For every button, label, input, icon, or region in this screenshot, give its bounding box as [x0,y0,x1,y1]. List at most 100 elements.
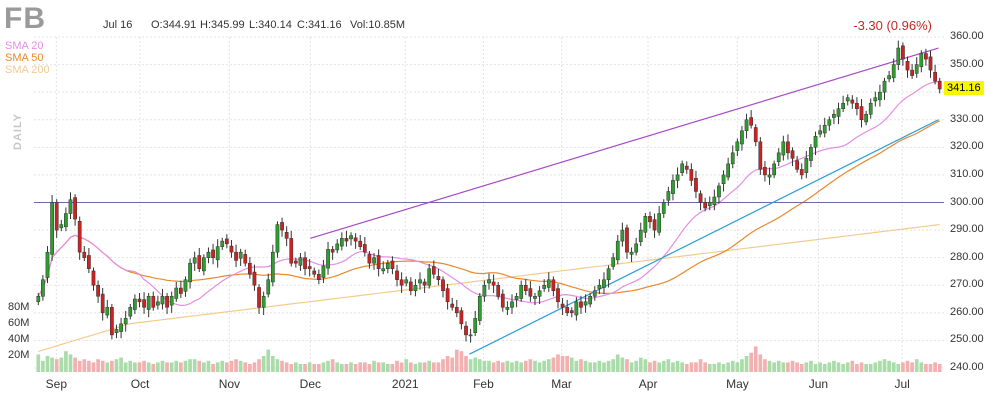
price-change: -3.30 (0.96%) [853,18,932,33]
volume-bar [707,364,712,372]
volume-bar [321,362,326,372]
volume-bar [36,354,41,372]
y-tick-label: 240.00 [950,361,984,373]
volume-bar [602,362,606,372]
x-tick-label: Nov [218,377,241,391]
volume-bar [280,360,284,372]
candle-body [192,257,197,264]
candle-body [372,257,376,264]
candle-body [82,251,87,258]
volume-bar [694,362,698,372]
x-tick-label: May [726,377,749,391]
x-tick-label: Jul [894,377,910,391]
candle-body [303,257,307,269]
volume-bar [96,359,100,372]
volume-bar [64,351,68,372]
candle-body [583,301,588,306]
volume-bar [924,364,928,372]
volume-bar [192,359,197,372]
upper-trendline [310,47,939,239]
candle-body [110,307,114,336]
candle-body [937,80,942,90]
volume-bar [385,364,390,372]
candle-body [864,113,868,123]
volume-bar [307,362,312,372]
candle-body [661,202,666,214]
candle-body [261,296,266,308]
legend-sma200: SMA 200 [5,64,50,76]
candle-body [473,318,478,333]
volume-bar [528,359,533,372]
candle-body [307,266,312,269]
candle-body [684,165,689,170]
volume-bar [431,362,436,372]
volume-bar [933,362,937,372]
candle-body [105,307,110,316]
candle-body [100,293,105,314]
candle-body [202,257,206,272]
candle-body [620,229,625,242]
volume-bar [257,359,261,372]
volume-bar [408,362,413,372]
y-tick-label: 310.00 [950,167,984,180]
volume-bar [271,356,275,372]
candle-body [680,163,685,173]
volume-bar [220,360,225,372]
candle-body [592,290,597,297]
candle-body [744,119,749,132]
candle-body [505,307,510,310]
candle-body [542,285,547,289]
volume-bar [523,360,528,372]
candle-body [238,251,243,259]
candle-body [726,163,731,178]
candle-body [326,249,330,269]
candle-body [165,296,169,308]
volume-bar [726,362,730,372]
volume-bar [473,357,478,372]
candle-body [827,119,832,126]
candle-body [247,262,252,275]
candle-body [772,163,776,176]
candle-body [625,227,629,253]
candle-body [344,238,349,242]
candle-body [431,266,436,275]
volume-bar [450,357,455,372]
volume-bar [928,364,933,372]
candle-body [266,279,271,295]
candle-body [556,288,560,303]
candle-body [50,202,54,255]
sma50-line [37,120,940,297]
candle-body [537,290,542,297]
candle-body [293,260,298,264]
volume-bar [776,360,781,372]
volume-bar [390,364,395,372]
volume-bar [294,362,298,372]
candle-body [68,199,73,214]
candle-body [468,334,473,337]
volume-bar [703,362,707,372]
candle-body [174,287,179,299]
volume-bar [698,359,703,372]
candle-body [339,238,344,247]
volume-bar [556,354,560,372]
volume-bar [620,357,625,372]
volume-bar [87,360,91,372]
volume-bar [588,362,593,372]
volume-bar [344,364,349,372]
volume-bar [772,362,776,372]
candle-body [220,240,225,247]
volume-bar [684,364,689,372]
candle-body [96,285,100,297]
volume-bar [464,356,468,372]
volume-bar [381,362,386,372]
volume-bar [174,360,179,372]
x-tick-label: Mar [551,377,572,391]
candle-body [123,318,128,325]
volume-bar [914,359,919,372]
candle-body [514,296,519,300]
volume-value: Vol:10.85M [350,19,406,31]
volume-bar [887,360,891,372]
candle-body [868,102,873,115]
volume-bar [100,360,105,372]
candle-body [804,158,809,173]
